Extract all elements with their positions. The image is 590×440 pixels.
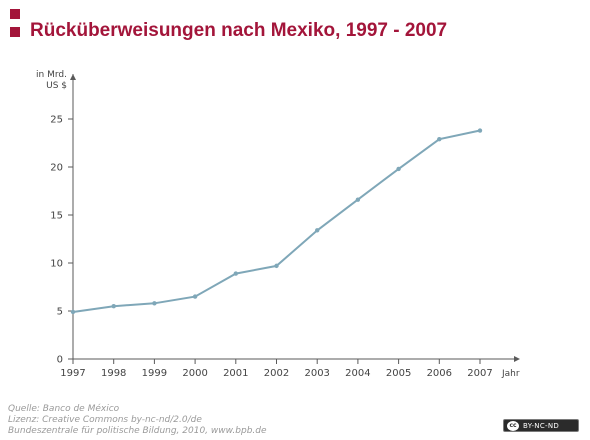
x-tick-label: 2002 <box>264 368 289 379</box>
x-tick-label: 1997 <box>60 368 85 379</box>
y-tick-label: 0 <box>57 355 63 366</box>
data-point <box>315 228 320 233</box>
y-axis-label: in Mrd. <box>36 70 67 80</box>
cc-license-text: BY-NC-ND <box>523 421 560 430</box>
x-tick-label: 2007 <box>467 368 492 379</box>
y-tick-label: 20 <box>50 163 63 174</box>
chart-title: Rücküberweisungen nach Mexiko, 1997 - 20… <box>30 20 448 41</box>
y-tick-label: 15 <box>50 211 63 222</box>
data-point <box>70 309 76 315</box>
y-tick-label: 5 <box>57 307 63 318</box>
data-point <box>437 136 442 142</box>
data-point <box>111 304 116 309</box>
data-point <box>192 294 198 299</box>
x-tick-label: 2004 <box>345 368 370 379</box>
y-tick-label: 25 <box>50 115 63 126</box>
data-point <box>152 301 157 306</box>
data-point <box>477 128 483 133</box>
data-point <box>355 197 361 202</box>
x-tick-label: 2005 <box>386 368 411 379</box>
x-axis-label: Jahr <box>501 369 520 379</box>
publisher-note: Bundeszentrale für politische Bildung, 2… <box>8 426 267 436</box>
cc-icon: cc <box>507 420 519 431</box>
x-tick-label: 2006 <box>427 368 452 379</box>
cc-license-badge[interactable]: cc BY-NC-ND <box>503 419 579 432</box>
x-tick-label: 2001 <box>223 368 248 379</box>
x-tick-label: 1998 <box>101 368 126 379</box>
y-tick-label: 10 <box>50 259 63 270</box>
x-tick-label: 1999 <box>142 368 167 379</box>
y-axis-arrow <box>70 74 76 80</box>
header-square <box>10 27 20 37</box>
data-point <box>274 263 279 269</box>
x-tick-label: 2000 <box>182 368 207 379</box>
y-axis-label-unit: US $ <box>46 81 67 91</box>
data-point <box>233 271 238 276</box>
series-line <box>72 129 481 313</box>
x-tick-label: 2003 <box>304 368 329 379</box>
license-note: Lizenz: Creative Commons by-nc-nd/2.0/de <box>8 415 202 425</box>
chart-footer: Quelle: Banco de México Lizenz: Creative… <box>8 404 267 437</box>
header-square-top <box>10 9 20 19</box>
data-point <box>396 166 401 172</box>
source-note: Quelle: Banco de México <box>8 404 120 414</box>
x-axis-arrow <box>514 356 520 362</box>
